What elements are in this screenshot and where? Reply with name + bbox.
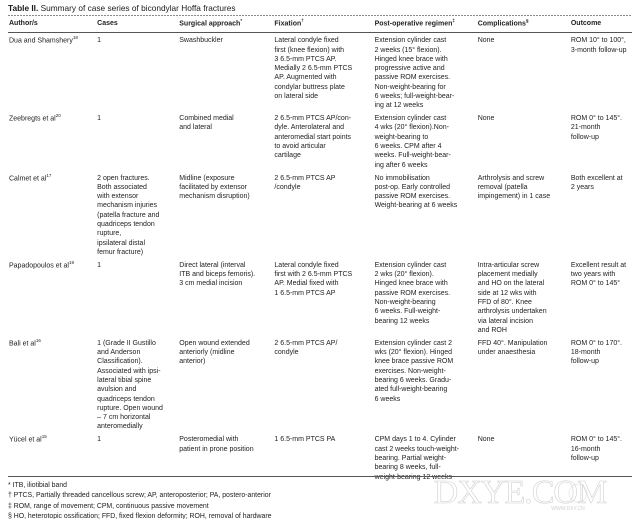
svg-text:WWW.DXY.CN: WWW.DXY.CN xyxy=(551,506,585,512)
